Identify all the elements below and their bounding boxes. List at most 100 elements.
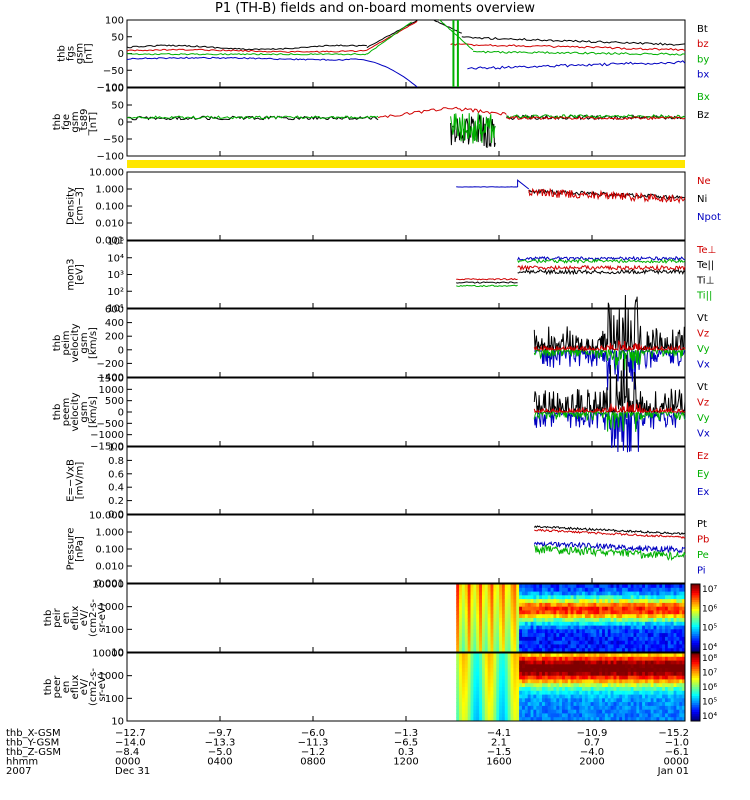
- panel-3-ytick-label: 10⁴: [107, 253, 124, 264]
- panel-2-legend-1: Ni: [697, 194, 707, 205]
- bx-dive: [350, 58, 418, 88]
- panel-1-ytick-label: 50: [111, 101, 124, 112]
- xaxis-row-4-value-0: Dec 31: [115, 766, 150, 777]
- panel-4-legend-2: Vy: [697, 344, 710, 355]
- panel-4-ytick-label: 0: [118, 345, 124, 356]
- panel-4-legend-3: Vx: [697, 359, 710, 370]
- panel-8-ytick-label: 10: [111, 648, 124, 659]
- xaxis-row-name-1: thb_Y-GSM: [6, 738, 59, 749]
- pe-line: [533, 544, 686, 561]
- colorbar-8-cell: [691, 629, 700, 633]
- colorbar-8-cell: [691, 586, 700, 590]
- xaxis-row-1-value-3: −6.5: [394, 738, 418, 749]
- by-fall: [439, 19, 474, 51]
- panel-9-ylabel-line: en: [61, 681, 72, 694]
- spectrogram-frame-9: [126, 652, 686, 722]
- colorbar-9-cell: [691, 662, 700, 665]
- panel-6-ylabel-line: [mV/m]: [75, 462, 86, 500]
- colorbar-8-cell: [691, 649, 700, 653]
- ti-blue-line: [517, 255, 686, 262]
- panel-1-ytick-label: −100: [97, 152, 124, 163]
- panel-2-ylabel-line: Density: [66, 187, 77, 225]
- panel-2-ytick-label: 0.010: [95, 219, 124, 230]
- panel-5-ytick-label: 500: [105, 396, 124, 407]
- colorbar-9-cell: [691, 664, 700, 668]
- colorbar-9-label: 10⁸: [702, 654, 717, 664]
- panel-7-legend-1: Pb: [697, 534, 709, 545]
- panel-9-ylabel-line: thb: [43, 679, 54, 696]
- colorbar-8-cell: [691, 590, 700, 594]
- panel-8-ylabel-line: peir: [52, 607, 63, 627]
- panel-1-legend-0: Bx: [697, 92, 710, 103]
- panel-7-ytick-label: 0.001: [95, 579, 124, 590]
- colorbar-8-cell: [691, 602, 700, 605]
- panel-frame-7: [126, 514, 686, 584]
- xaxis-row-4-value-6: Jan 01: [657, 766, 689, 777]
- vz-line-4: [533, 340, 686, 352]
- colorbar-8-cell: [691, 584, 700, 587]
- xaxis-row-2-value-2: −1.2: [301, 747, 325, 758]
- colorbar-8-label: 10⁵: [702, 624, 717, 634]
- panel-0-legend-0: Bt: [697, 24, 708, 35]
- panel-1-ylabel-line: _ts89: [79, 109, 90, 137]
- xaxis-row-0-value-3: −1.3: [394, 728, 418, 739]
- red-model-rise: [377, 107, 451, 119]
- panel-4-ylabel-line: velocity: [70, 323, 81, 362]
- panel-3-ytick-label: 10²: [107, 287, 124, 298]
- panel-1-ytick-label: 0: [118, 118, 124, 129]
- colorbar-8-cell: [691, 624, 700, 628]
- panel-2-legend-0: Ne: [697, 176, 711, 187]
- panel-4-ylabel-line: peim: [61, 330, 72, 355]
- by-tail: [472, 50, 686, 56]
- ti-par-early: [456, 284, 518, 288]
- colorbar-9-cell: [691, 696, 700, 699]
- colorbar-8-label: 10⁷: [702, 585, 717, 595]
- colorbar-8-cell: [691, 604, 700, 608]
- panel-2-ytick-label: 10.000: [89, 168, 124, 179]
- colorbar-9-cell: [691, 689, 700, 693]
- bt-rise: [366, 19, 418, 49]
- colorbar-9-cell: [691, 693, 700, 697]
- colorbar-9-cell: [691, 671, 700, 674]
- bx-tail: [467, 60, 686, 70]
- colorbar-9-label: 10⁷: [702, 669, 717, 679]
- panel-3-legend-2: Ti⊥: [696, 275, 714, 286]
- panel-4-ytick-label: −200: [97, 359, 124, 370]
- panel-6-legend-0: Ez: [697, 451, 709, 462]
- panel-4-ytick-label: 600: [105, 305, 124, 316]
- panel-4-ylabel-line: thb: [52, 335, 63, 352]
- red-model-fall: [450, 106, 507, 116]
- panel-1-ytick-label: 100: [105, 84, 124, 95]
- panel-3-ylabel: mom3[eV]: [66, 259, 86, 291]
- panel-0-ytick-label: −50: [103, 66, 124, 77]
- xaxis-row-3-value-4: 1600: [486, 757, 511, 768]
- xaxis-row-name-3: hhmm: [6, 757, 38, 768]
- xaxis-row-2-value-5: −4.0: [580, 747, 604, 758]
- panel-5-ytick-label: 1000: [99, 385, 124, 396]
- panel-5-ytick-label: 0: [118, 408, 124, 419]
- panel-5-ylabel-line: gsm: [79, 401, 90, 422]
- panel-6-ytick-label: 0.4: [108, 483, 124, 494]
- panel-7-ylabel: Pressure[nPa]: [66, 528, 86, 571]
- panel-6-legend-1: Ey: [697, 469, 709, 480]
- by-line: [126, 52, 368, 56]
- panel-7-ytick-label: 1.000: [95, 528, 124, 539]
- panel-8-ytick-label: 10000: [92, 580, 124, 591]
- colorbar-9-cell: [691, 707, 700, 711]
- colorbar-8-cell: [691, 613, 700, 617]
- panel-9-ylabel-line: peer: [52, 675, 63, 699]
- colorbar-8-cell: [691, 638, 700, 642]
- colorbar-9-cell: [691, 709, 700, 713]
- xaxis-row-2-value-1: −5.0: [208, 747, 232, 758]
- panel-6-ylabel: E=−VxB[mV/m]: [66, 459, 86, 502]
- panel-9-ytick-label: 1000: [99, 671, 124, 682]
- panel-1-ylabel-line: gsm: [70, 111, 81, 132]
- spectrogram-frame-8: [126, 583, 686, 653]
- colorbar-8-cell: [691, 642, 700, 646]
- te-perp-early: [456, 278, 518, 281]
- xaxis-row-1-value-5: 0.7: [584, 738, 600, 749]
- colorbar-8-cell: [691, 611, 700, 614]
- panel-frame-1: [126, 87, 686, 157]
- yellow-flag-bar: [127, 160, 685, 168]
